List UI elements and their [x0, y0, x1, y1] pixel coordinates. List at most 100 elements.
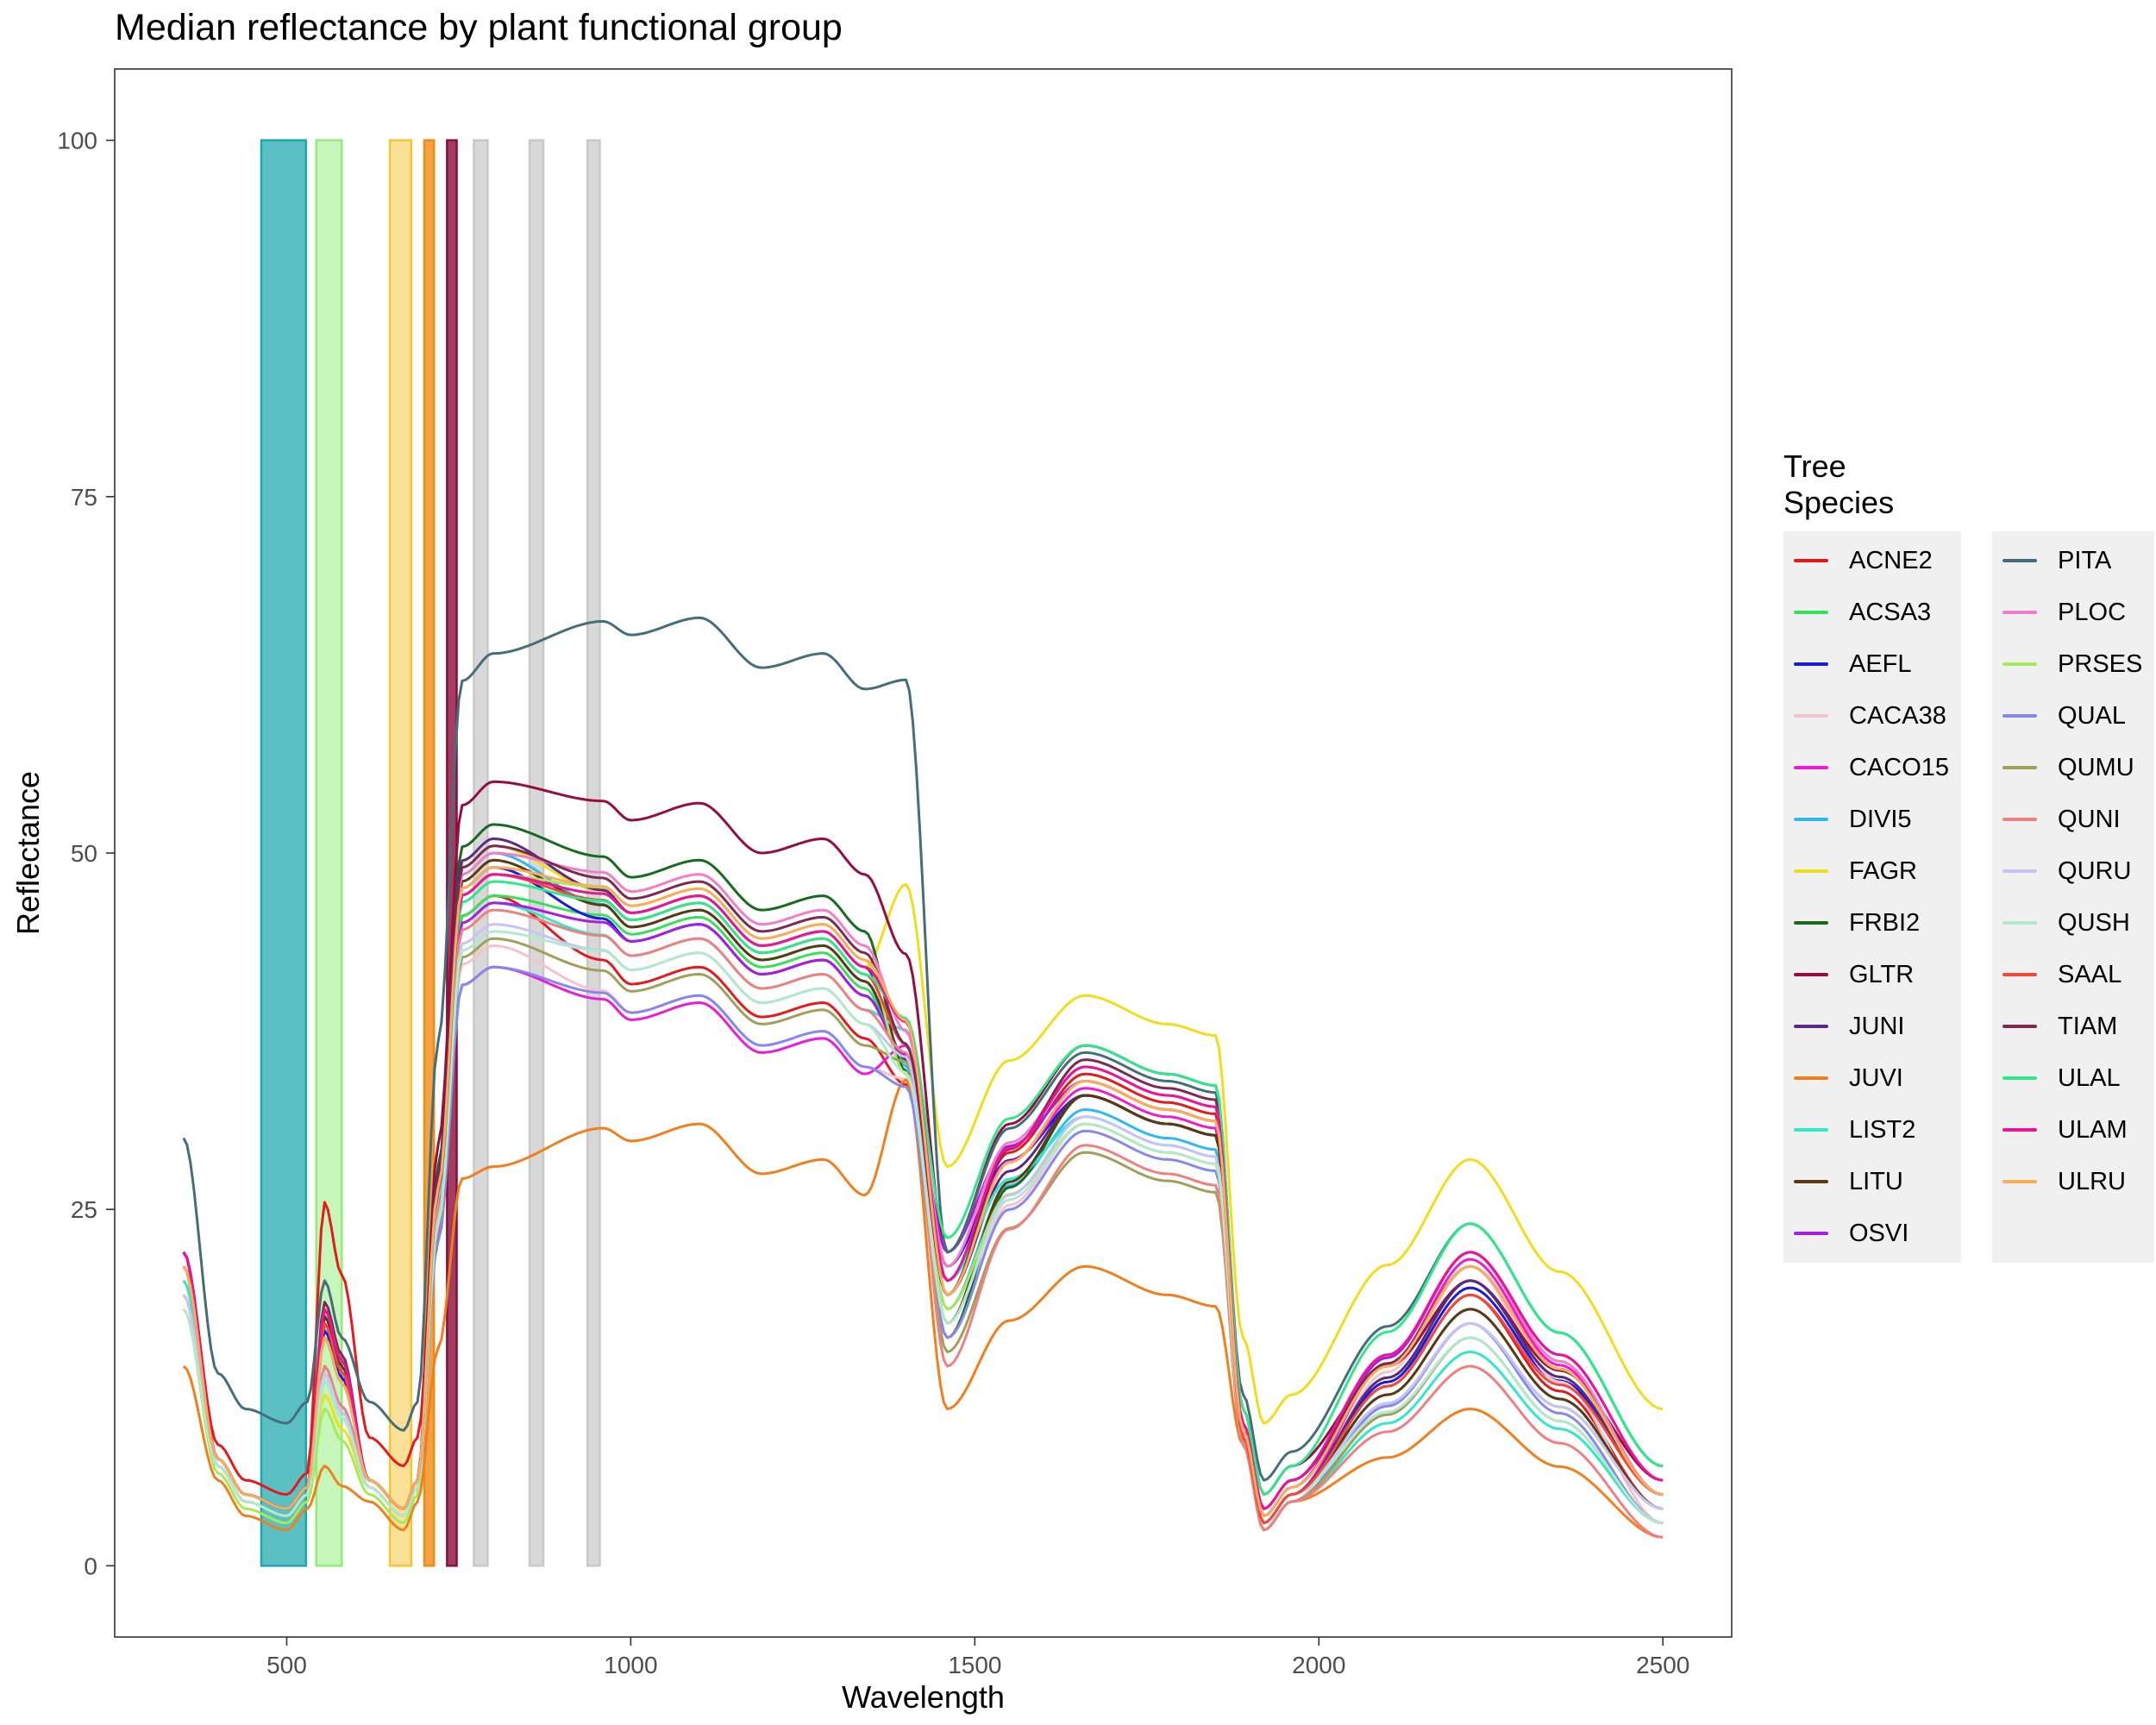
band-4: [423, 139, 436, 1567]
legend-item-quni: QUNI: [1992, 794, 2154, 845]
legend-key: [1789, 794, 1830, 845]
legend-key: [1789, 638, 1830, 690]
legend-key: [1997, 690, 2039, 742]
legend-key: [1789, 949, 1830, 1000]
legend-label: LIST2: [1849, 1115, 1916, 1144]
panel-border: [114, 68, 1733, 1638]
legend-key: [1997, 1052, 2039, 1104]
legend-label: CACA38: [1849, 701, 1946, 730]
legend-label: ULAM: [2058, 1115, 2128, 1144]
legend-label: ULRU: [2058, 1167, 2127, 1195]
spectral-lines: [182, 616, 1664, 1539]
legend-item-ploc: PLOC: [1992, 586, 2154, 638]
legend-key: [1789, 1104, 1830, 1156]
legend-key: [1789, 897, 1830, 949]
legend-item-osvi: OSVI: [1783, 1208, 1961, 1259]
legend-key: [1997, 1000, 2039, 1052]
y-tick-label: 50: [71, 840, 97, 867]
legend-label: QUSH: [2058, 908, 2130, 937]
legend-item-saal: SAAL: [1992, 949, 2154, 1000]
legend-item-qush: QUSH: [1992, 897, 2154, 949]
legend-key: [1997, 1104, 2039, 1156]
x-axis-title: Wavelength: [842, 1679, 1005, 1715]
legend-key: [1789, 690, 1830, 742]
legend-key: [1997, 949, 2039, 1000]
legend-label: TIAM: [2058, 1012, 2118, 1040]
series-line-juvi: [182, 1078, 1664, 1539]
legend-label: LITU: [1849, 1167, 1903, 1195]
legend-item-ulam: ULAM: [1992, 1104, 2154, 1156]
legend-key: [1789, 1208, 1830, 1259]
legend-key: [1789, 1052, 1830, 1104]
axis-ticks: 500 1000 1500 2000 2500 0 25 50 75 100: [57, 128, 1689, 1678]
legend-item-pita: PITA: [1992, 535, 2154, 586]
legend-column-2: PITA PLOC PRSES QUAL QUMU QUNI QURU QUSH SAAL TIA…: [1992, 531, 2155, 1263]
legend-item-ulru: ULRU: [1992, 1156, 2154, 1208]
legend-label: ACNE2: [1849, 546, 1933, 574]
legend-item-fagr: FAGR: [1783, 845, 1961, 897]
legend-label: JUNI: [1849, 1012, 1905, 1040]
legend-label: JUVI: [1849, 1063, 1903, 1092]
legend-key: [1789, 535, 1830, 586]
band-3: [388, 139, 413, 1567]
y-tick-label: 100: [57, 128, 97, 154]
legend-label: QURU: [2058, 856, 2132, 885]
legend-item-prses: PRSES: [1992, 638, 2154, 690]
legend-title: Tree Species: [1783, 448, 1895, 520]
legend-item-list2: LIST2: [1783, 1104, 1961, 1156]
band-rectangles: [260, 139, 601, 1567]
x-tick-label: 2000: [1292, 1652, 1345, 1678]
legend-label: QUMU: [2058, 753, 2134, 781]
legend-key: [1997, 535, 2039, 586]
legend-label: PITA: [2058, 546, 2112, 574]
legend-item-aefl: AEFL: [1783, 638, 1961, 690]
legend-item-juvi: JUVI: [1783, 1052, 1961, 1104]
legend-label: DIVI5: [1849, 805, 1912, 833]
legend-label: ACSA3: [1849, 598, 1932, 626]
x-tick-label: 500: [266, 1652, 307, 1678]
legend-item-juni: JUNI: [1783, 1000, 1961, 1052]
legend-label: ULAL: [2058, 1063, 2121, 1092]
legend-key: [1997, 638, 2039, 690]
chart-title: Median reflectance by plant functional g…: [115, 7, 843, 48]
legend-item-divi5: DIVI5: [1783, 794, 1961, 845]
legend-label: AEFL: [1849, 649, 1912, 678]
legend-item-quru: QURU: [1992, 845, 2154, 897]
legend-key: [1997, 794, 2039, 845]
y-axis-title: Reflectance: [10, 771, 46, 935]
legend-item-qual: QUAL: [1992, 690, 2154, 742]
legend-item-frbi2: FRBI2: [1783, 897, 1961, 949]
series-line-ulru: [182, 866, 1664, 1517]
legend-item-acne2: ACNE2: [1783, 535, 1961, 586]
legend-label: QUNI: [2058, 805, 2121, 833]
legend-label: PRSES: [2058, 649, 2143, 678]
legend-item-ulal: ULAL: [1992, 1052, 2154, 1104]
legend-item-gltr: GLTR: [1783, 949, 1961, 1000]
x-tick-label: 2500: [1636, 1652, 1689, 1678]
legend-item-qumu: QUMU: [1992, 742, 2154, 794]
band-1: [260, 139, 308, 1567]
legend-label: FAGR: [1849, 856, 1917, 885]
legend-item-caca38: CACA38: [1783, 690, 1961, 742]
legend-key: [1789, 1156, 1830, 1208]
y-tick-label: 25: [71, 1196, 97, 1223]
legend-item-tiam: TIAM: [1992, 1000, 2154, 1052]
legend-item-acsa3: ACSA3: [1783, 586, 1961, 638]
legend-key: [1789, 845, 1830, 897]
legend-key: [1997, 897, 2039, 949]
legend-label: FRBI2: [1849, 908, 1921, 937]
legend-key: [1997, 586, 2039, 638]
legend-label: CACO15: [1849, 753, 1950, 781]
band-8: [586, 139, 601, 1567]
legend-label: PLOC: [2058, 598, 2127, 626]
y-tick-label: 75: [71, 484, 97, 511]
legend-label: OSVI: [1849, 1219, 1909, 1247]
legend-key: [1997, 845, 2039, 897]
legend-key: [1997, 1156, 2039, 1208]
legend-key: [1789, 742, 1830, 794]
legend-key: [1789, 586, 1830, 638]
legend-key: [1789, 1000, 1830, 1052]
x-tick-label: 1500: [948, 1652, 1001, 1678]
y-tick-label: 0: [84, 1552, 97, 1579]
legend-label: QUAL: [2058, 701, 2127, 730]
